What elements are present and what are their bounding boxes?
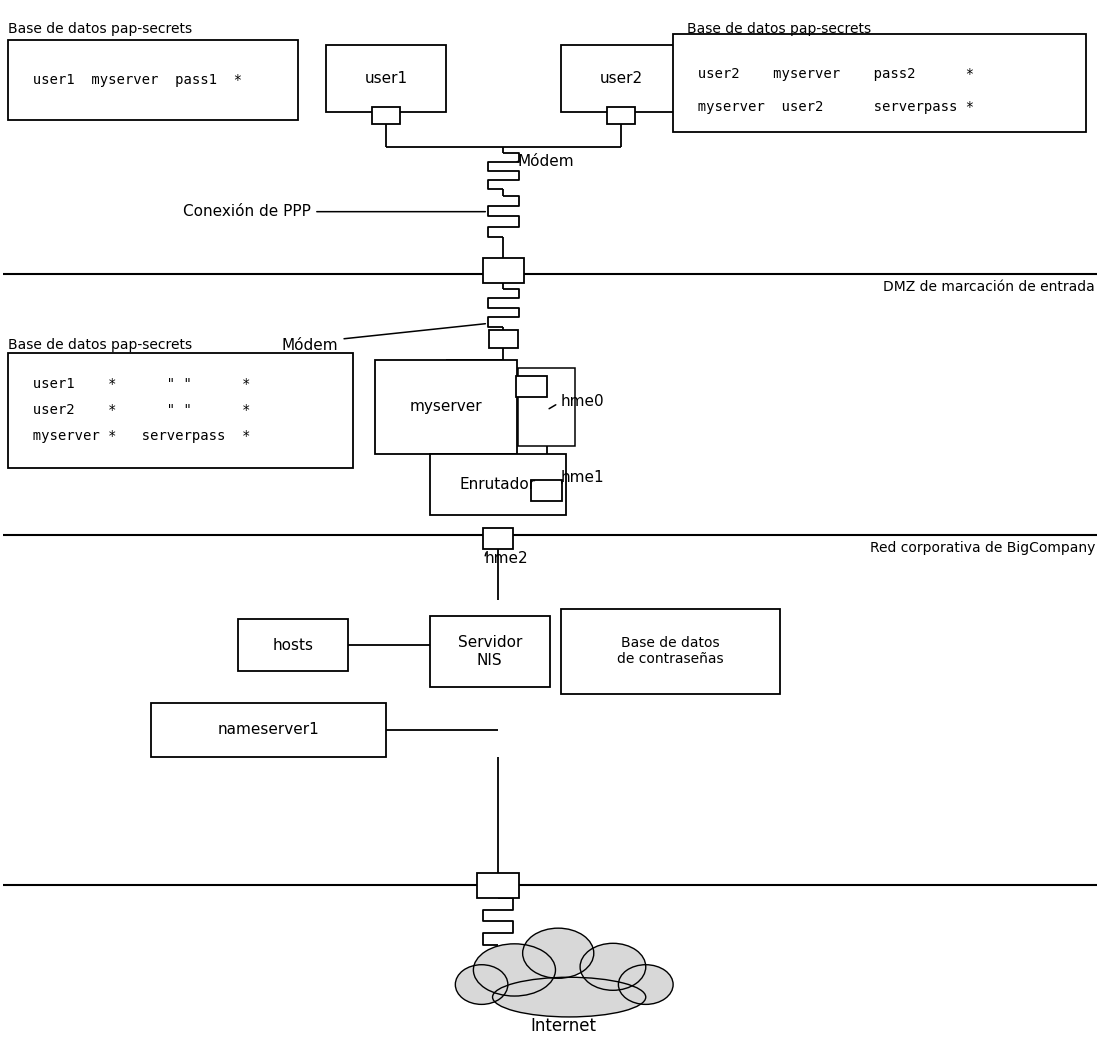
Ellipse shape <box>618 965 673 1005</box>
Text: myserver  user2      serverpass *: myserver user2 serverpass * <box>681 100 975 114</box>
Text: Internet: Internet <box>530 1017 596 1035</box>
Text: user2    myserver    pass2      *: user2 myserver pass2 * <box>681 67 975 81</box>
Text: Módem: Módem <box>517 154 574 169</box>
Ellipse shape <box>455 965 508 1005</box>
Bar <box>607 107 636 124</box>
Bar <box>483 257 525 282</box>
Bar <box>531 480 562 501</box>
Bar <box>477 873 519 898</box>
Text: myserver: myserver <box>409 399 482 415</box>
Text: nameserver1: nameserver1 <box>218 722 319 737</box>
Bar <box>375 360 517 454</box>
Text: user1  myserver  pass1  *: user1 myserver pass1 * <box>15 74 242 87</box>
Bar <box>326 44 446 112</box>
Text: user1    *      " "      *: user1 * " " * <box>15 377 251 391</box>
Ellipse shape <box>473 944 556 996</box>
Bar <box>483 528 514 549</box>
Text: Base de datos
de contraseñas: Base de datos de contraseñas <box>617 636 724 667</box>
Bar <box>9 353 353 467</box>
Text: hme2: hme2 <box>484 551 528 566</box>
Ellipse shape <box>493 978 646 1017</box>
Ellipse shape <box>580 943 646 990</box>
Text: Base de datos pap-secrets: Base de datos pap-secrets <box>9 338 192 353</box>
Text: hme1: hme1 <box>561 470 605 485</box>
Bar <box>372 107 400 124</box>
Text: Red corporativa de BigCompany: Red corporativa de BigCompany <box>870 541 1094 555</box>
Text: user2    *      " "      *: user2 * " " * <box>15 403 251 417</box>
Text: Base de datos pap-secrets: Base de datos pap-secrets <box>9 22 192 36</box>
Text: user2: user2 <box>600 71 642 86</box>
Text: Conexión de PPP: Conexión de PPP <box>184 204 485 219</box>
Text: hme0: hme0 <box>549 394 605 410</box>
Bar <box>672 34 1087 132</box>
Text: Base de datos pap-secrets: Base de datos pap-secrets <box>686 22 871 36</box>
Text: Módem: Módem <box>282 323 485 353</box>
Bar <box>430 616 550 687</box>
Bar <box>490 330 518 349</box>
Bar <box>430 454 566 514</box>
Bar <box>561 609 780 694</box>
Ellipse shape <box>522 928 594 979</box>
Bar <box>151 702 386 757</box>
Bar <box>9 40 298 120</box>
Text: hosts: hosts <box>273 637 314 653</box>
Text: Enrutador: Enrutador <box>460 477 536 491</box>
Text: user1: user1 <box>364 71 407 86</box>
Text: myserver *   serverpass  *: myserver * serverpass * <box>15 429 251 443</box>
Bar <box>238 620 348 671</box>
Bar <box>561 44 681 112</box>
Bar <box>518 369 575 445</box>
Text: DMZ de marcación de entrada: DMZ de marcación de entrada <box>883 280 1094 294</box>
Text: Servidor
NIS: Servidor NIS <box>458 635 522 668</box>
Bar <box>516 376 547 397</box>
